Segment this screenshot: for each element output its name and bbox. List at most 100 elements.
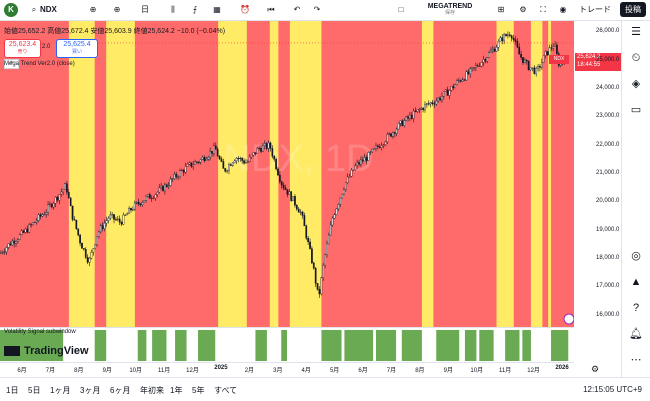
layout-square-icon[interactable]: □ <box>398 5 404 14</box>
range-button-2[interactable]: 1ヶ月 <box>50 386 71 395</box>
candle-body <box>148 194 151 199</box>
indicators-icon[interactable]: ⨍ <box>192 5 198 14</box>
candle-body <box>58 194 61 201</box>
candle-body <box>216 149 219 157</box>
more-icon[interactable]: ⋯ <box>630 354 642 366</box>
candle-body <box>475 65 477 68</box>
price-chart[interactable]: NDX, 1D <box>0 21 574 361</box>
range-button-4[interactable]: 6ヶ月 <box>110 386 131 395</box>
candle-body <box>133 202 136 210</box>
add-symbol-icon[interactable]: ⊕ <box>113 5 121 14</box>
zone-bearish-2 <box>94 21 107 327</box>
range-button-7[interactable]: 5年 <box>192 386 205 395</box>
signal-bar-1 <box>94 330 107 361</box>
post-button[interactable]: 投稿 <box>620 2 646 17</box>
candle-body <box>67 192 70 199</box>
fullscreen-icon[interactable]: ⛶ <box>540 5 546 14</box>
candle-body <box>435 100 438 105</box>
indicator-legend[interactable]: Mega Trend Ver2.0 (close) <box>4 61 75 67</box>
candle-body <box>231 162 234 166</box>
signal-bar-15 <box>505 330 520 361</box>
help-icon[interactable]: ? <box>632 302 640 314</box>
time-tick-label: 6月 <box>358 368 368 374</box>
candle-body <box>9 243 12 246</box>
candle-body <box>169 178 172 186</box>
axis-settings-icon[interactable]: ⚙ <box>590 364 600 374</box>
candle-body <box>130 208 132 211</box>
candle-body <box>124 214 127 216</box>
chat-icon[interactable]: ▭ <box>630 104 642 116</box>
candle-body <box>463 79 466 81</box>
watchlist-icon[interactable]: ☰ <box>631 26 641 38</box>
time-tick-label: 3月 <box>273 368 283 374</box>
time-tick-label: 6月 <box>17 368 27 374</box>
signal-bar-11 <box>401 330 422 361</box>
compare-icon[interactable]: ⊕ <box>89 5 97 14</box>
time-tick-label: 2月 <box>244 368 255 374</box>
range-button-8[interactable]: すべて <box>214 386 238 395</box>
clock[interactable]: 12:15:05 UTC+9 <box>583 385 642 394</box>
camera-icon[interactable]: ◉ <box>559 5 567 14</box>
top-toolbar: K ⌕ NDX ⊕ ⊕ 日 ⫼ ⨍ ▦ ⏰ ⏮ ↶ ↷ □ MEGATREND … <box>0 0 650 21</box>
candle-body <box>456 80 458 85</box>
symbol-search[interactable]: NDX <box>40 5 57 14</box>
buy-button[interactable]: 25,625.4 買い <box>56 39 98 58</box>
candle-body <box>448 90 451 96</box>
range-button-1[interactable]: 5日 <box>28 386 41 395</box>
grid-icon[interactable]: ⊞ <box>497 5 505 14</box>
time-tick-label: 11月 <box>157 368 171 374</box>
signal-bar-12 <box>436 330 460 361</box>
collapse-legend-icon[interactable]: ^ <box>4 59 19 69</box>
candle-body <box>343 189 345 195</box>
redo-icon[interactable]: ↷ <box>313 5 321 14</box>
spread-value: 2.0 <box>42 44 51 50</box>
range-button-5[interactable]: 年初来 <box>140 386 164 395</box>
candle-body <box>197 161 200 163</box>
price-tick-label: 19,000.0 <box>596 226 620 233</box>
range-button-0[interactable]: 1日 <box>6 386 19 395</box>
candle-body <box>403 120 406 126</box>
alert-icon[interactable]: ⏰ <box>240 5 250 14</box>
candle-body <box>192 164 195 167</box>
candle-body <box>339 197 342 205</box>
layout-name[interactable]: MEGATREND 保存 <box>420 3 480 17</box>
candle-body <box>113 214 115 220</box>
candle-body <box>512 37 515 40</box>
candle-body <box>66 183 68 193</box>
candle-body <box>420 107 423 110</box>
timeframe-button[interactable]: 日 <box>141 5 149 14</box>
candle-body <box>230 164 232 166</box>
candle-body <box>303 215 306 227</box>
subpane-label[interactable]: Volatility Signal subwindow <box>4 329 76 335</box>
profile-avatar[interactable]: K <box>4 3 18 17</box>
alerts-clock-icon[interactable]: ⏲ <box>631 52 641 64</box>
candle-body <box>350 169 353 177</box>
candle-body <box>299 211 302 213</box>
time-axis[interactable]: 6月 7月 8月 9月 10月 11月 12月 2025 2月 3月 4月 5月 6月 7月 8月 9月 10月… <box>0 362 574 377</box>
chart-type-icon[interactable]: ⫼ <box>171 5 175 14</box>
target-icon[interactable]: ◎ <box>631 250 641 262</box>
trade-button[interactable]: トレード <box>579 5 611 14</box>
candle-body <box>143 200 146 203</box>
time-tick-label: 8月 <box>74 368 84 374</box>
replay-icon[interactable]: ⏮ <box>267 5 275 14</box>
candle-body <box>103 222 106 229</box>
range-button-3[interactable]: 3ヶ月 <box>80 386 101 395</box>
undo-icon[interactable]: ↶ <box>293 5 301 14</box>
candle-body <box>34 221 36 223</box>
sell-button[interactable]: 25,623.4 売り <box>4 39 41 58</box>
layout-icon[interactable]: ▦ <box>213 5 221 14</box>
candle-body <box>164 184 166 192</box>
candle-body <box>3 251 6 253</box>
bar-countdown: 18:44:55 <box>577 62 601 68</box>
candle-body <box>360 159 362 165</box>
ideas-icon[interactable]: ▲ <box>630 276 642 288</box>
candle-body <box>546 51 549 56</box>
time-tick-label: 2026 <box>555 365 569 371</box>
settings-icon[interactable]: ⚙ <box>519 5 527 14</box>
notification-bell-icon[interactable]: 🔔︎ <box>629 328 643 340</box>
signal-bar-8 <box>321 330 342 361</box>
range-button-6[interactable]: 1年 <box>170 386 183 395</box>
layers-icon[interactable]: ◈ <box>631 78 641 90</box>
search-icon[interactable]: ⌕ <box>31 5 37 14</box>
